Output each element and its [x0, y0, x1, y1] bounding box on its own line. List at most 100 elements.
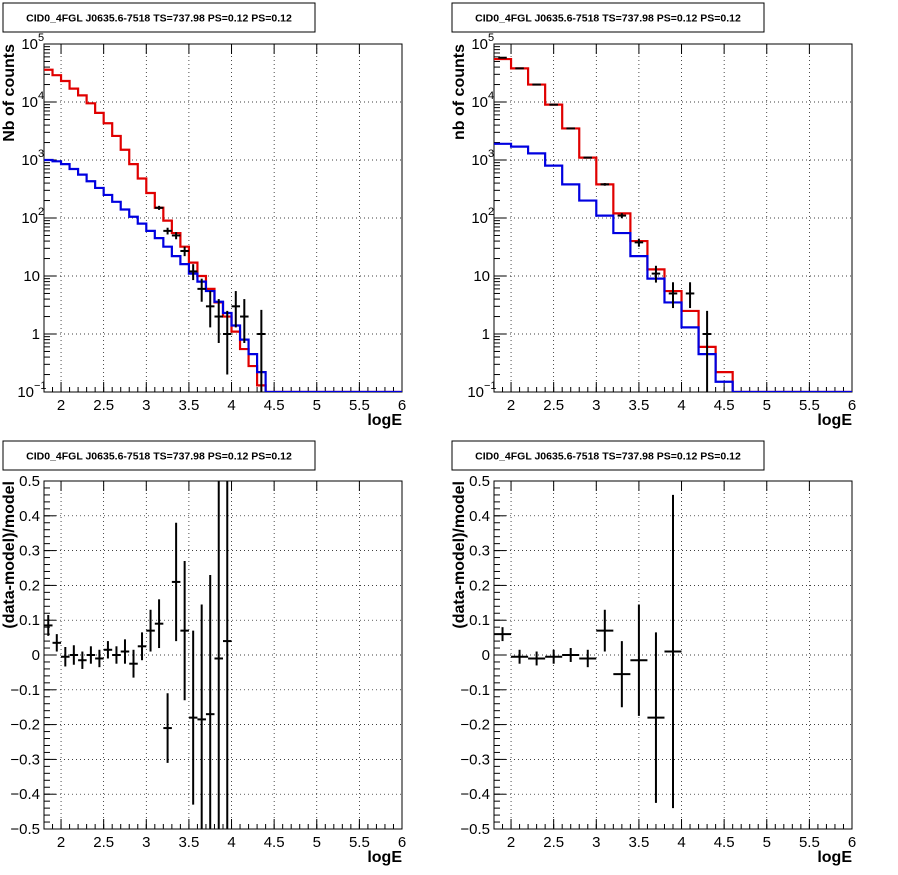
- x-tick-label: 3.5: [178, 397, 199, 414]
- data-point: [596, 609, 614, 652]
- data-point: [61, 646, 70, 667]
- y-tick-label: 0.5: [19, 473, 40, 490]
- x-tick-label: 4: [227, 397, 235, 414]
- component-model-histogram: [494, 142, 852, 392]
- data-point: [86, 646, 96, 664]
- y-tick-label: 0.2: [469, 577, 490, 594]
- data-point: [103, 641, 113, 659]
- data-point: [163, 227, 172, 235]
- y-tick-label: 10: [21, 152, 38, 169]
- y-tick-label: 0: [482, 647, 490, 664]
- chart-panel-3: 2 2.5 3 3.5 4 4.5 5 5.5 6 −0.5 −0.4 −0.3 −0.2 −0.1 0 0.…: [1, 440, 406, 866]
- y-tick-exponent: 2: [38, 206, 44, 218]
- y-tick-label: 0.4: [19, 508, 40, 525]
- y-tick-label: 0.4: [469, 508, 490, 525]
- y-tick-exponent: 5: [38, 32, 44, 44]
- data-point: [634, 238, 644, 247]
- y-axis-label: Nb of counts: [1, 44, 18, 142]
- y-axis-label: nb of counts: [451, 44, 468, 140]
- data-point: [647, 632, 665, 803]
- y-tick-label: −0.3: [460, 751, 490, 768]
- data-point: [154, 205, 164, 210]
- data-point: [188, 630, 198, 805]
- x-tick-label: 4.5: [264, 834, 285, 851]
- x-tick-label: 5.5: [349, 397, 370, 414]
- y-tick-label: 10: [467, 384, 484, 401]
- x-tick-label: 4: [227, 834, 235, 851]
- x-tick-label: 3: [142, 397, 150, 414]
- y-tick-label: −0.5: [460, 821, 490, 838]
- y-tick-label: 10: [21, 36, 38, 53]
- y-tick-exponent: 5: [488, 32, 494, 44]
- y-tick-exponent: 2: [488, 206, 494, 218]
- x-tick-label: 6: [848, 397, 856, 414]
- data-point: [231, 291, 241, 328]
- chart-title: CID0_4FGL J0635.6-7518 TS=737.98 PS=0.12…: [475, 13, 741, 25]
- y-tick-label: 1: [482, 326, 490, 343]
- data-point: [188, 264, 198, 281]
- data-point: [617, 213, 627, 219]
- data-point: [257, 309, 266, 392]
- x-tick-label: 2: [57, 397, 65, 414]
- y-tick-exponent: −1: [34, 380, 47, 392]
- data-point: [562, 648, 580, 662]
- data-point: [52, 634, 62, 652]
- y-tick-label: 10: [473, 268, 490, 285]
- x-tick-label: 2.5: [93, 397, 114, 414]
- x-tick-label: 3: [142, 834, 150, 851]
- title-box: [451, 2, 765, 33]
- y-tick-label: −0.2: [460, 717, 490, 734]
- data-point: [579, 649, 597, 668]
- data-point: [528, 651, 546, 666]
- data-point: [112, 646, 121, 664]
- x-tick-label: 3.5: [628, 397, 649, 414]
- y-tick-label: −0.3: [10, 751, 40, 768]
- x-axis-label: logE: [817, 849, 852, 866]
- y-tick-label: −0.4: [10, 786, 40, 803]
- x-tick-label: 3: [592, 834, 600, 851]
- x-tick-label: 2.5: [93, 834, 114, 851]
- x-axis-label: logE: [367, 849, 402, 866]
- data-point: [214, 299, 223, 343]
- x-tick-label: 6: [848, 834, 856, 851]
- x-axis-label: logE: [367, 412, 402, 429]
- y-tick-label: −0.5: [10, 821, 40, 838]
- y-tick-label: −0.2: [10, 717, 40, 734]
- data-point: [146, 609, 155, 652]
- y-tick-label: 0: [32, 647, 40, 664]
- data-point: [630, 604, 648, 716]
- y-tick-exponent: 3: [38, 148, 44, 160]
- data-point: [95, 649, 104, 668]
- y-tick-label: 0.3: [19, 543, 40, 560]
- data-point: [566, 127, 575, 130]
- data-point: [223, 481, 232, 829]
- y-tick-label: −0.4: [460, 786, 490, 803]
- x-tick-label: 2: [507, 397, 515, 414]
- data-point: [613, 641, 631, 708]
- y-tick-label: −0.1: [10, 682, 40, 699]
- y-tick-label: −0.1: [460, 682, 490, 699]
- plot-frame: [493, 43, 853, 393]
- y-tick-exponent: 4: [488, 90, 494, 102]
- data-point: [664, 494, 682, 809]
- data-point: [205, 574, 215, 829]
- x-tick-label: 2: [507, 834, 515, 851]
- x-tick-label: 3.5: [628, 834, 649, 851]
- x-tick-label: 6: [398, 397, 406, 414]
- data-point: [223, 310, 232, 375]
- x-tick-label: 5: [313, 834, 321, 851]
- data-point: [197, 604, 206, 829]
- x-tick-label: 2.5: [543, 397, 564, 414]
- x-tick-label: 2.5: [543, 834, 564, 851]
- data-point: [171, 522, 181, 642]
- x-tick-label: 3.5: [178, 834, 199, 851]
- x-tick-label: 5.5: [799, 834, 820, 851]
- x-tick-label: 5.5: [799, 397, 820, 414]
- chart-title: CID0_4FGL J0635.6-7518 TS=737.98 PS=0.12…: [475, 451, 741, 463]
- data-point: [129, 649, 138, 678]
- total-model-histogram: [44, 68, 402, 392]
- x-tick-label: 5: [313, 397, 321, 414]
- x-tick-label: 4.5: [264, 397, 285, 414]
- x-tick-label: 4.5: [714, 834, 735, 851]
